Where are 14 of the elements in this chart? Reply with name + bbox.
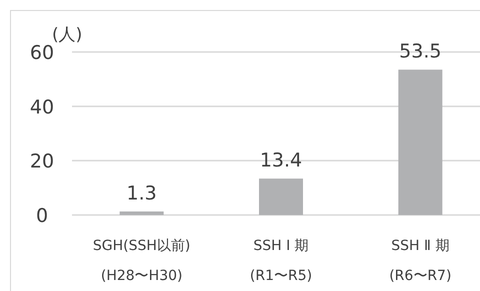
y-axis-title: (人) <box>52 25 82 45</box>
data-label: 1.3 <box>126 182 157 204</box>
y-tick-label: 40 <box>30 96 54 118</box>
y-tick-label: 20 <box>30 150 54 173</box>
data-label: 53.5 <box>399 40 442 63</box>
bar <box>398 70 442 215</box>
x-tick-label: SSH Ⅱ 期 (R6〜R7) <box>389 238 452 284</box>
data-label: 13.4 <box>260 150 302 172</box>
y-tick-label: 0 <box>36 205 48 227</box>
y-tick-label: 60 <box>30 42 54 64</box>
bar <box>120 211 164 215</box>
x-tick-label: SSH Ⅰ 期 (R1〜R5) <box>250 238 312 284</box>
x-tick-label: SGH(SSH以前) (H28〜H30) <box>92 238 190 284</box>
bar <box>259 178 303 215</box>
